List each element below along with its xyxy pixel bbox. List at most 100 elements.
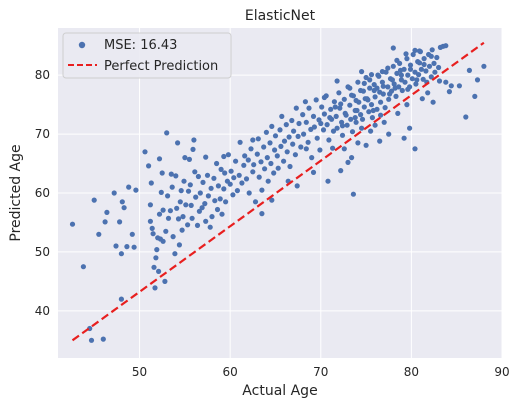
scatter-point [343, 112, 349, 118]
scatter-point [381, 119, 387, 125]
scatter-point [80, 264, 86, 270]
scatter-point [119, 199, 125, 205]
scatter-point [318, 120, 324, 127]
y-axis-label: Predicted Age [8, 144, 24, 241]
scatter-point [311, 124, 317, 130]
scatter-point [218, 166, 224, 172]
scatter-point [152, 285, 158, 291]
scatter-point [385, 65, 391, 71]
scatter-point [394, 57, 400, 64]
scatter-point [372, 122, 378, 128]
scatter-point [358, 112, 364, 118]
scatter-point [359, 69, 365, 75]
scatter-point [403, 51, 409, 57]
scatter-point [320, 127, 327, 133]
scatter-point [183, 202, 189, 208]
scatter-point [175, 140, 181, 146]
scatter-point [231, 175, 237, 181]
scatter-point [296, 120, 302, 127]
scatter-point [165, 215, 172, 221]
scatter-point [205, 193, 211, 199]
scatter-point [317, 147, 323, 153]
scatter-point [275, 165, 281, 171]
scatter-point [325, 178, 331, 184]
scatter-point [295, 133, 301, 139]
legend: MSE: 16.43 Perfect Prediction [62, 32, 232, 79]
scatter-point [248, 146, 254, 152]
scatter-point [225, 152, 231, 158]
scatter-point [474, 77, 481, 83]
scatter-point [196, 208, 202, 214]
scatter-point [146, 163, 152, 169]
scatter-point [180, 214, 186, 220]
scatter-point [294, 183, 300, 189]
scatter-point [250, 137, 256, 143]
scatter-point [164, 130, 170, 136]
scatter-point [173, 173, 179, 179]
scatter-point [310, 113, 317, 119]
scatter-point [221, 186, 227, 192]
scatter-point [236, 172, 242, 178]
scatter-point [204, 172, 211, 178]
y-tick-label: 40 [35, 304, 50, 318]
scatter-point [104, 209, 110, 215]
scatter-point [207, 224, 213, 230]
x-tick-label: 90 [494, 365, 509, 379]
scatter-point [185, 222, 191, 228]
scatter-point [368, 128, 374, 134]
scatter-point [252, 199, 259, 205]
scatter-point [251, 162, 257, 168]
scatter-point [386, 96, 392, 102]
scatter-point [434, 54, 440, 61]
scatter-point [355, 79, 361, 85]
scatter-point [402, 79, 408, 85]
scatter-point [378, 99, 384, 105]
scatter-point [370, 107, 376, 114]
scatter-point [91, 197, 97, 203]
scatter-point [151, 264, 157, 270]
scatter-point [380, 91, 386, 97]
scatter-point [404, 56, 410, 62]
scatter-point [153, 255, 159, 261]
scatter-point [425, 90, 431, 96]
scatter-point [372, 94, 378, 100]
scatter-point [418, 66, 424, 72]
scatter-point [472, 93, 478, 99]
scatter-point [269, 197, 275, 203]
scatter-point [168, 171, 174, 177]
scatter-point [348, 116, 354, 122]
scatter-point [222, 170, 228, 176]
scatter-point [165, 193, 171, 199]
scatter-point [283, 122, 289, 128]
scatter-point [367, 77, 373, 83]
scatter-point [344, 122, 350, 128]
scatter-point [147, 218, 153, 224]
scatter-point [298, 144, 304, 150]
scatter-point [178, 188, 184, 194]
scatter-point [367, 85, 373, 91]
scatter-point [436, 64, 442, 71]
scatter-point [416, 60, 423, 66]
scatter-point [160, 238, 166, 244]
scatter-point [69, 221, 76, 227]
scatter-point [303, 146, 309, 152]
scatter-point [264, 155, 270, 161]
scatter-point [347, 102, 353, 108]
scatter-point [361, 104, 367, 110]
scatter-point [219, 211, 225, 217]
scatter-point [336, 90, 342, 96]
scatter-point [456, 83, 462, 89]
scatter-point [481, 63, 487, 69]
scatter-point [363, 142, 369, 148]
scatter-point [405, 72, 411, 78]
scatter-point [413, 81, 419, 87]
scatter-point [230, 192, 236, 198]
scatter-point [431, 60, 437, 66]
x-tick-label: 80 [404, 365, 419, 379]
scatter-point [302, 99, 308, 105]
scatter-point [228, 168, 234, 174]
scatter-point [380, 83, 386, 89]
scatter-point [100, 336, 106, 342]
scatter-point [409, 76, 415, 82]
